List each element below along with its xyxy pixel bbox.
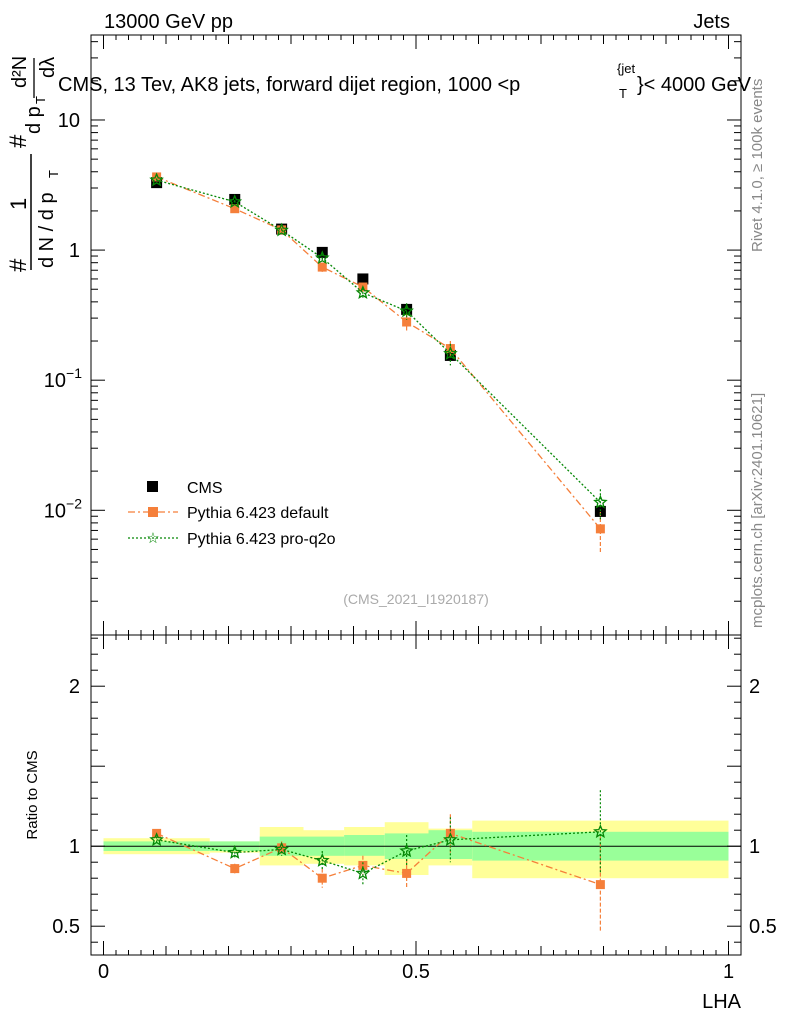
ylabel-dp-sub: T (33, 96, 48, 104)
point-proq2o (593, 824, 608, 839)
point-default (402, 868, 412, 878)
y-tick-label-top-3: 10 (58, 110, 80, 132)
y-tick-label-ratio-right-0: 0.5 (749, 916, 777, 938)
header-left: 13000 GeV pp (104, 11, 233, 33)
title-sub-t: T (619, 86, 627, 101)
series-line-default (156, 832, 601, 886)
point-proq2o (149, 832, 164, 847)
plot-title: CMS, 13 Tev, AK8 jets, forward dijet reg… (58, 61, 752, 101)
point-proq2o (314, 250, 330, 265)
point-proq2o (227, 844, 243, 859)
point-default (317, 262, 327, 272)
y-tick-label-ratio-1: 1 (69, 836, 80, 858)
analysis-watermark: (CMS_2021_I1920187) (343, 591, 489, 607)
rivet-label: Rivet 4.1.0, ≥ 100k events (749, 79, 766, 252)
legend-marker-default (148, 507, 158, 517)
x-tick-label-2: 1 (723, 961, 734, 983)
point-default (317, 873, 327, 883)
y-tick-label-ratio-right-2: 2 (749, 676, 760, 698)
ylabel-dp: d p (23, 106, 45, 134)
point-default (595, 524, 605, 534)
title-main: CMS, 13 Tev, AK8 jets, forward dijet reg… (58, 74, 520, 96)
y-tick-label-top-1: 10−1 (44, 365, 82, 392)
x-tick-label-1: 0.5 (402, 961, 430, 983)
point-cms (594, 505, 606, 517)
band-inner-4 (344, 835, 385, 856)
point-proq2o (443, 345, 458, 360)
y-axis-label-ratio: Ratio to CMS (24, 750, 41, 839)
point-proq2o (355, 284, 371, 300)
legend-label-cms: CMS (187, 480, 223, 497)
ratio-panel-frame (90, 634, 742, 956)
ylabel-dn: d N / d p (36, 192, 58, 268)
x-tick-label-0: 0 (98, 961, 109, 983)
point-default (402, 317, 412, 327)
series-top-proq2o (149, 172, 608, 520)
point-proq2o (274, 222, 289, 237)
legend-marker-cms (147, 481, 158, 492)
y-tick-label-ratio-2: 2 (69, 676, 80, 698)
ylabel-dn-sub: T (46, 170, 61, 178)
ylabel-hash2: # (5, 134, 32, 148)
y-tick-label-top-0: 10−2 (44, 495, 82, 522)
axis-ticks: 10−2 10−1 1 10 0 0.5 1 0.5 0.5 1 1 2 2 (44, 35, 777, 983)
legend-label-default: Pythia 6.423 default (187, 505, 329, 522)
y-axis-label-top: # 1 d N / d p T # d p T d²N dλ (5, 56, 61, 272)
point-proq2o (443, 832, 458, 847)
title-sup-jet: {jet (617, 61, 635, 76)
point-default (358, 860, 368, 870)
series-line-proq2o (156, 831, 601, 875)
point-cms (401, 303, 413, 315)
series-ratio-proq2o (149, 790, 608, 885)
ylabel-hash: # (5, 258, 32, 272)
y-tick-label-ratio-right-1: 1 (749, 836, 760, 858)
point-default (595, 880, 605, 890)
point-proq2o (593, 494, 608, 509)
y-tick-label-ratio-0: 0.5 (52, 916, 80, 938)
point-default (230, 864, 240, 874)
point-cms (357, 273, 369, 285)
series-top-data (151, 177, 606, 517)
ylabel-one: 1 (6, 198, 31, 210)
point-proq2o (149, 172, 164, 187)
header-right: Jets (693, 11, 730, 33)
mcplots-label: mcplots.cern.ch [arXiv:2401.10621] (749, 393, 766, 628)
series-line-default (156, 176, 601, 530)
point-proq2o (399, 303, 414, 318)
series-line-proq2o (156, 179, 601, 503)
y-tick-label-top-2: 1 (69, 240, 80, 262)
point-proq2o (399, 843, 414, 858)
legend-marker-proq2o: ☆ (146, 530, 159, 547)
data-series (149, 172, 608, 933)
point-proq2o (355, 865, 371, 880)
point-proq2o (274, 841, 289, 856)
point-default (152, 172, 162, 182)
title-tail: }< 4000 GeV (637, 74, 752, 96)
legend: CMS Pythia 6.423 default ☆ Pythia 6.423 … (128, 480, 336, 548)
point-cms (229, 193, 241, 205)
ratio-uncertainty-bands (91, 820, 741, 879)
point-default (230, 204, 240, 214)
legend-label-proq2o: Pythia 6.423 pro-q2o (187, 531, 336, 548)
point-proq2o (227, 194, 243, 209)
ylabel-d2n: d²N (9, 56, 31, 88)
x-axis-label: LHA (702, 991, 742, 1013)
ylabel-dlambda: dλ (37, 57, 59, 78)
point-proq2o (314, 852, 330, 867)
